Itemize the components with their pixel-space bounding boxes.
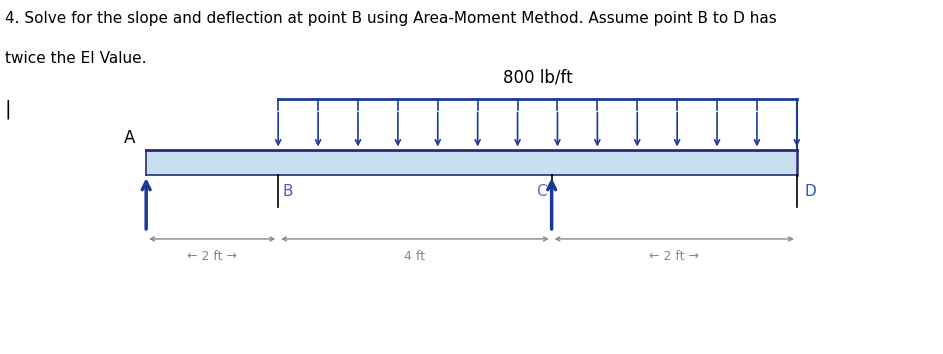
Text: B: B (283, 184, 293, 199)
Text: A: A (124, 129, 135, 147)
Text: C: C (537, 184, 547, 199)
Text: 4 ft: 4 ft (405, 250, 425, 263)
Text: ← 2 ft →: ← 2 ft → (187, 250, 238, 263)
Text: |: | (5, 99, 11, 119)
Text: D: D (804, 184, 816, 199)
Text: 800 lb/ft: 800 lb/ft (503, 69, 572, 87)
Text: 4. Solve for the slope and deflection at point B using Area-Moment Method. Assum: 4. Solve for the slope and deflection at… (5, 11, 776, 25)
Text: ← 2 ft →: ← 2 ft → (649, 250, 700, 263)
Bar (146, 150, 797, 175)
Text: twice the EI Value.: twice the EI Value. (5, 51, 146, 66)
